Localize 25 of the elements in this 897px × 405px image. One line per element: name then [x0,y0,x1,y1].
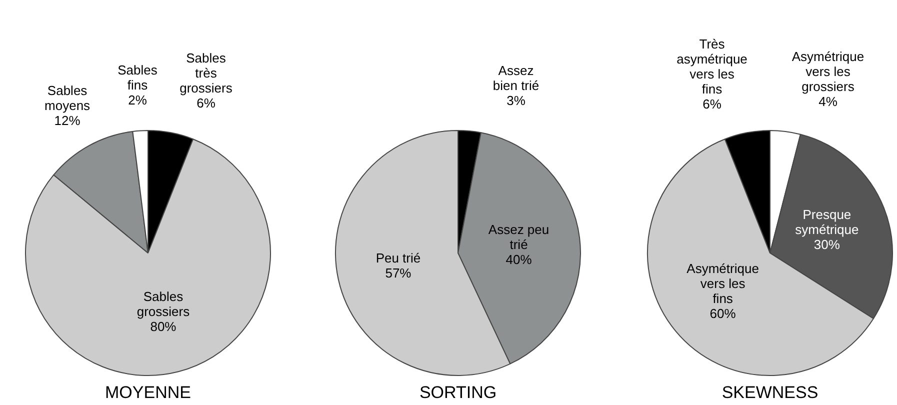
data-label: 12% [54,112,81,128]
slice-label: Asymétrique vers les fins [686,261,759,306]
data-label: 57% [385,265,412,280]
data-label: 60% [710,306,736,322]
slice-label: Presque symétrique [795,207,859,238]
slice-label: Assez peu trié [488,222,550,252]
slice-label: Sables fins [118,62,158,92]
data-label: 80% [150,318,177,334]
data-label: 4% [818,94,838,109]
text: SKEWNESS [722,383,818,402]
data-label: 30% [814,237,840,252]
slice-label: Assez bien trié [492,62,540,93]
data-label: 40% [506,252,532,267]
data-label: 2% [128,92,148,108]
text: MOYENNE [105,383,191,402]
slice-label: Sables moyens [44,82,91,113]
slice-label: Sables très grossiers [180,50,233,96]
data-label: 6% [702,96,722,112]
text: SORTING [419,383,497,402]
slice-label: Très asymétrique vers les fins [676,36,748,96]
slice-label: Sables grossiers [136,288,190,319]
slice-label: Asymétrique vers les grossiers [792,48,864,94]
slice-label: Peu trié [376,250,421,266]
data-label: 6% [196,96,216,111]
data-label: 3% [506,92,526,108]
